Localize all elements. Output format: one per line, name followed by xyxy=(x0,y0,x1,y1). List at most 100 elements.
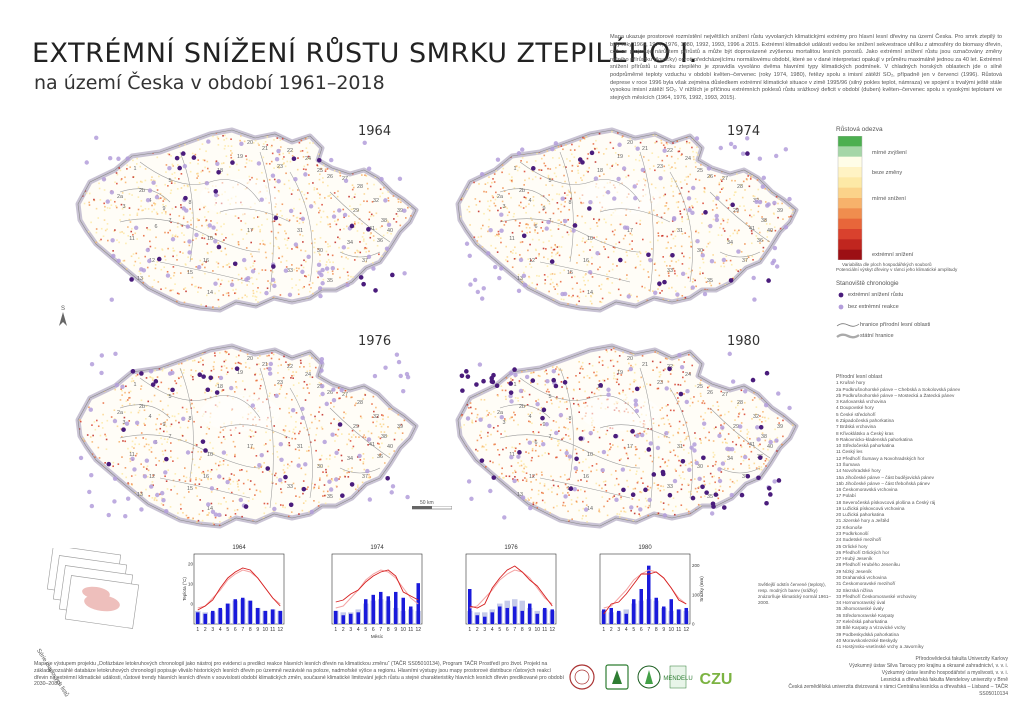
grid-cell xyxy=(160,130,163,131)
grid-cell xyxy=(86,509,88,512)
grid-cell xyxy=(468,211,471,213)
grid-cell xyxy=(534,294,537,297)
grid-cell xyxy=(484,183,487,185)
grid-cell xyxy=(339,228,341,231)
grid-cell xyxy=(698,308,701,310)
grid-cell xyxy=(414,400,416,402)
grid-cell xyxy=(615,528,617,530)
grid-cell xyxy=(242,482,245,485)
grid-cell xyxy=(375,228,378,231)
grid-cell xyxy=(76,129,78,131)
grid-cell xyxy=(258,248,260,251)
grid-cell xyxy=(116,173,119,176)
grid-cell xyxy=(325,471,328,474)
grid-cell xyxy=(378,487,380,490)
grid-cell xyxy=(185,131,187,133)
grid-cell xyxy=(181,406,184,409)
grid-cell xyxy=(409,489,411,491)
grid-cell xyxy=(316,130,318,132)
grid-cell xyxy=(521,303,524,306)
chronology-site xyxy=(339,387,344,393)
grid-cell xyxy=(565,455,568,457)
grid-cell xyxy=(132,253,135,255)
grid-cell xyxy=(460,198,462,201)
chronology-site xyxy=(752,297,757,302)
grid-cell xyxy=(538,143,541,145)
chronology-site xyxy=(101,177,107,182)
grid-cell xyxy=(616,164,619,166)
grid-cell xyxy=(253,268,256,270)
chronology-site xyxy=(320,281,325,286)
grid-cell xyxy=(303,427,306,429)
grid-cell xyxy=(787,256,789,258)
chronology-site-extreme xyxy=(203,448,208,453)
grid-cell xyxy=(407,228,410,231)
grid-cell xyxy=(185,133,187,136)
chronology-site-extreme xyxy=(191,155,197,160)
grid-cell xyxy=(133,284,135,286)
grid-cell xyxy=(481,253,483,255)
grid-cell xyxy=(131,227,133,230)
grid-cell xyxy=(325,307,328,309)
grid-cell xyxy=(682,255,685,258)
grid-cell xyxy=(140,200,143,202)
grid-cell xyxy=(277,245,280,248)
grid-cell xyxy=(247,479,249,481)
grid-cell xyxy=(315,223,318,226)
grid-cell xyxy=(86,354,88,357)
grid-cell xyxy=(230,156,233,159)
grid-cell xyxy=(684,179,686,181)
grid-cell xyxy=(387,197,390,199)
chronology-site-extreme xyxy=(521,233,527,239)
grid-cell xyxy=(105,279,108,282)
grid-cell xyxy=(695,178,697,181)
chronology-site xyxy=(366,437,372,442)
grid-cell xyxy=(356,249,358,252)
grid-cell xyxy=(108,288,111,291)
grid-cell xyxy=(371,200,374,203)
region-label: 21 xyxy=(642,146,648,152)
grid-cell xyxy=(261,523,264,526)
grid-cell xyxy=(377,495,379,498)
grid-cell xyxy=(147,208,150,210)
grid-cell xyxy=(391,524,393,526)
grid-cell xyxy=(784,380,787,382)
grid-cell xyxy=(198,182,201,184)
chronology-site xyxy=(209,486,215,491)
grid-cell xyxy=(309,290,311,293)
grid-cell xyxy=(357,378,359,380)
grid-cell xyxy=(409,271,411,274)
grid-cell xyxy=(162,203,164,206)
grid-cell xyxy=(303,380,306,383)
grid-cell xyxy=(713,292,716,295)
grid-cell xyxy=(363,193,366,195)
grid-cell xyxy=(166,430,168,433)
grid-cell xyxy=(176,141,179,143)
grid-cell xyxy=(208,512,210,514)
grid-cell xyxy=(360,507,363,510)
grid-cell xyxy=(145,443,148,446)
grid-cell xyxy=(384,380,387,383)
grid-cell xyxy=(337,236,339,239)
grid-cell xyxy=(390,232,392,235)
grid-cell xyxy=(183,496,186,499)
grid-cell xyxy=(108,501,110,504)
chronology-site xyxy=(144,458,150,463)
region-label: 2b xyxy=(139,404,145,410)
chronology-site xyxy=(109,190,115,195)
grid-cell xyxy=(510,196,512,199)
grid-cell xyxy=(182,215,185,218)
grid-cell xyxy=(489,199,492,202)
grid-cell xyxy=(376,148,379,151)
grid-cell xyxy=(172,250,175,252)
grid-cell xyxy=(90,308,93,310)
grid-cell xyxy=(540,227,542,229)
grid-cell xyxy=(701,222,703,224)
chronology-site xyxy=(635,146,640,151)
grid-cell xyxy=(163,198,166,200)
grid-cell xyxy=(308,392,310,394)
grid-cell xyxy=(745,296,748,299)
grid-cell xyxy=(159,427,162,430)
chronology-site xyxy=(687,207,692,213)
grid-cell xyxy=(557,228,560,230)
